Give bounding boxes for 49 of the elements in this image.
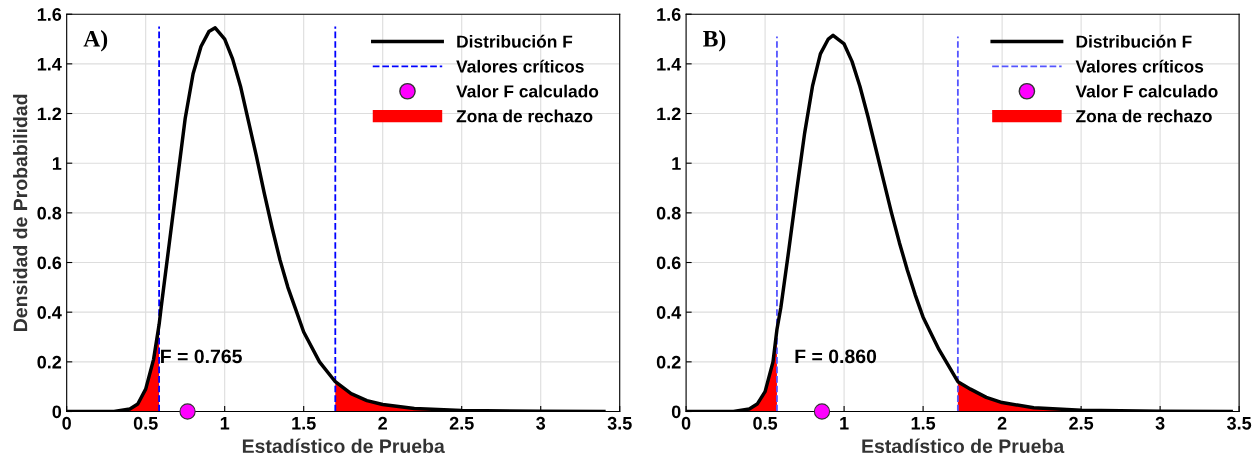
y-tick-label: 1.4 (37, 57, 62, 71)
legend-label: Valor F calculado (1075, 84, 1218, 98)
annotation: B) (703, 30, 726, 52)
y-tick-label: 1.4 (657, 57, 682, 71)
y-axis-title: Densidad de Probabilidad (13, 94, 28, 331)
annotation: A) (83, 30, 108, 52)
x-axis-title: Estadístico de Prueba (242, 438, 445, 454)
x-tick-label: 1.5 (911, 417, 936, 430)
legend-label: Distribución F (1076, 34, 1192, 48)
y-tick-label: 0.2 (656, 355, 681, 369)
x-tick-label: 3.5 (607, 416, 632, 430)
y-tick-label: 0.6 (656, 256, 681, 270)
y-tick-label: 0 (52, 405, 62, 419)
legend-label: Distribución F (457, 34, 573, 48)
y-tick-label: 1.6 (657, 8, 681, 21)
y-tick-label: 0.8 (656, 206, 681, 220)
legend-label: Valores críticos (1075, 59, 1204, 73)
x-tick-label: 3.5 (1227, 416, 1252, 430)
x-axis-title: Estadístico de Prueba (862, 438, 1065, 454)
y-tick-label: 0.2 (37, 355, 62, 369)
legend-label: Valores críticos (456, 59, 584, 73)
x-tick-label: 2 (997, 416, 1007, 430)
y-tick-label: 1.2 (657, 107, 681, 121)
x-tick-label: 2 (378, 416, 387, 430)
y-tick-label: 0.4 (656, 306, 682, 319)
x-tick-label: 0 (681, 416, 691, 430)
x-tick-label: 1 (220, 417, 230, 430)
y-tick-label: 1 (52, 157, 62, 170)
y-tick-label: 1.2 (37, 107, 62, 121)
legend-label: Zona de rechazo (456, 109, 593, 123)
x-tick-label: 3 (1155, 416, 1165, 430)
legend-label: Valor F calculado (456, 84, 599, 98)
y-tick-label: 0 (671, 405, 681, 419)
x-tick-label: 0.5 (133, 416, 158, 430)
x-tick-label: 0 (62, 416, 71, 430)
y-tick-label: 0.4 (37, 306, 62, 319)
x-tick-label: 3 (536, 416, 546, 430)
x-tick-label: 1.5 (292, 417, 316, 430)
legend-label: Zona de rechazo (1076, 109, 1212, 123)
y-tick-label: 1.6 (37, 8, 62, 21)
annotation: F = 0.860 (795, 349, 877, 364)
x-tick-label: 1 (840, 417, 849, 430)
x-tick-label: 2.5 (449, 416, 474, 430)
annotation: F = 0.765 (161, 349, 242, 364)
y-tick-label: 0.6 (37, 256, 62, 270)
y-tick-label: 0.8 (37, 206, 62, 220)
y-tick-label: 1 (672, 157, 681, 170)
x-tick-label: 2.5 (1069, 416, 1094, 430)
x-tick-label: 0.5 (753, 416, 778, 430)
